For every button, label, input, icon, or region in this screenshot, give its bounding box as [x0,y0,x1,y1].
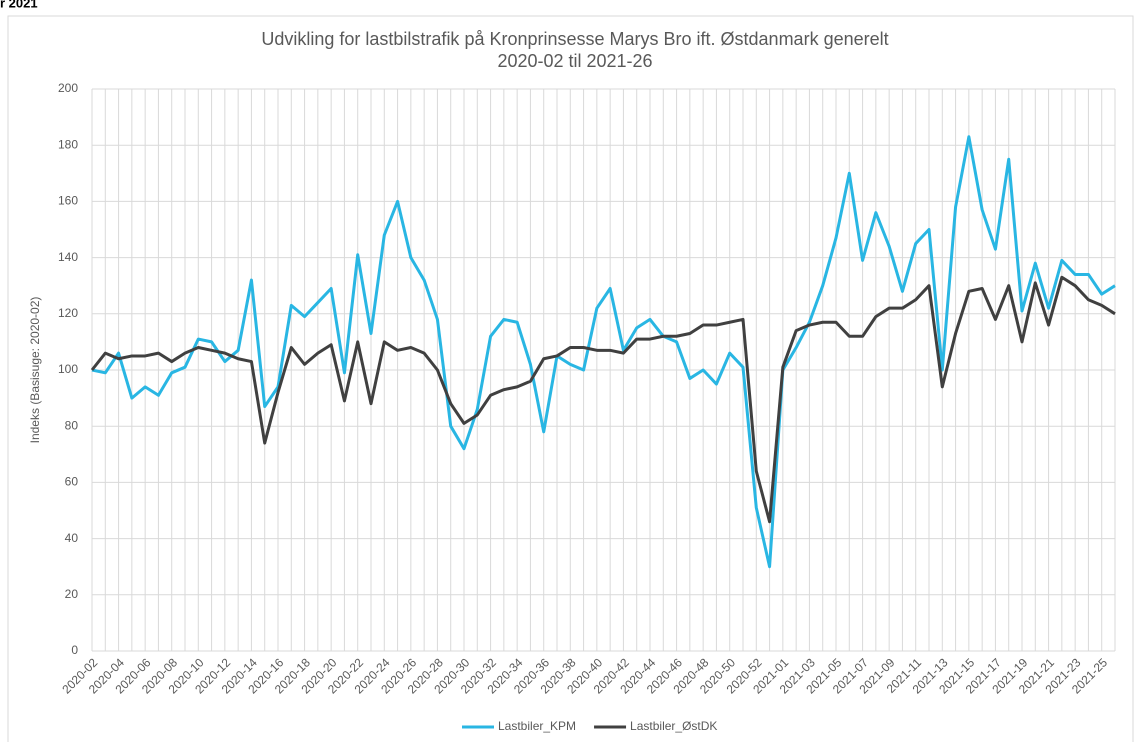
line-series [90,275,1116,524]
y-axis-label: Indeks (Basisuge: 2020-02) [28,297,42,444]
y-tick-label: 20 [65,587,79,601]
y-tick-label: 100 [58,362,78,376]
y-tick-label: 180 [58,137,78,151]
y-tick-label: 40 [65,531,79,545]
legend-label: Lastbiler_KPM [498,719,576,733]
header: r 2021 [0,0,38,10]
y-tick-label: 200 [58,81,78,95]
legend-label: Lastbiler_ØstDK [630,719,717,733]
chart-subtitle: 2020-02 til 2021-26 [497,51,652,71]
y-tick-label: 60 [65,475,79,489]
y-tick-label: 80 [65,418,79,432]
y-tick-label: 0 [71,643,78,657]
y-tick-label: 140 [58,250,78,264]
chart-title: Udvikling for lastbilstrafik på Kronprin… [261,29,888,49]
chart-frame [7,15,1134,742]
y-tick-label: 120 [58,306,78,320]
y-tick-label: 160 [58,194,78,208]
line-series [91,135,1116,569]
